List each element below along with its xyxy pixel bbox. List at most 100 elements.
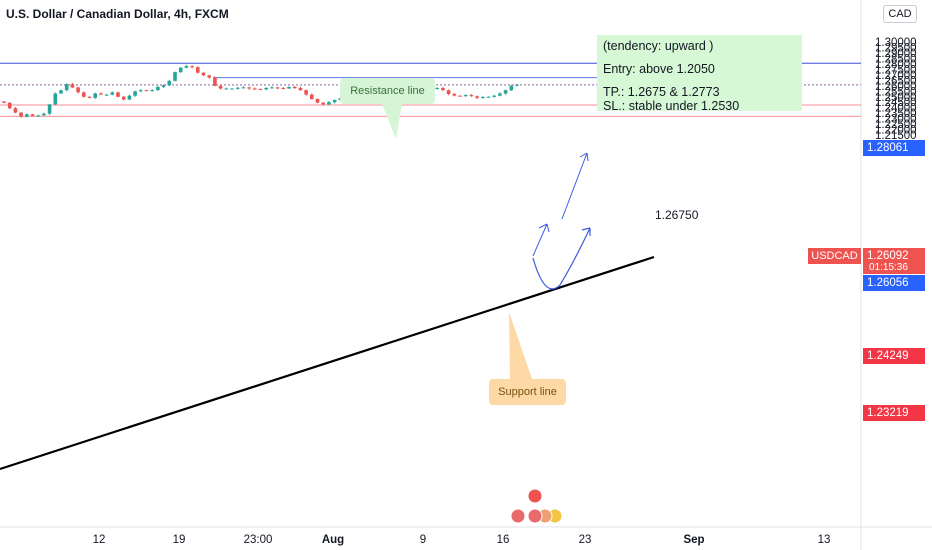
candle-body (515, 84, 519, 86)
candle-body (156, 86, 160, 91)
candle-body (503, 90, 508, 94)
candle-body (30, 114, 35, 116)
x-tick-label: 19 (173, 534, 186, 546)
candle-body (110, 92, 115, 95)
note-entry: Entry: above 1.2050 (603, 62, 715, 76)
candle-body (492, 95, 496, 97)
candle-body (258, 89, 263, 91)
candle-body (184, 66, 189, 68)
candle-body (321, 102, 325, 105)
candle-body (509, 85, 514, 91)
candle-body (230, 88, 234, 90)
candle-body (139, 90, 143, 92)
candle-body (87, 96, 92, 98)
projection-arrow (561, 152, 589, 220)
candle-body (93, 93, 97, 98)
candle-body (2, 101, 6, 103)
x-tick-label: Sep (683, 534, 704, 546)
trend-support-line (0, 255, 655, 471)
take-profit-level-label: 1.26750 (655, 208, 699, 222)
support-callout[interactable]: Support line (489, 379, 566, 405)
candle-body (247, 87, 251, 89)
canada-flag-icon (527, 488, 543, 504)
x-tick-label: 23:00 (244, 534, 273, 546)
crosshair-price-tag: 1.26056 (863, 275, 925, 291)
candle-body (82, 92, 86, 97)
candle-body (315, 98, 320, 103)
y-tick-label: 1.27500 (875, 64, 917, 76)
current-price-tag: 1.26092 (863, 248, 925, 264)
y-tick-label: 1.28500 (875, 53, 917, 65)
candle-body (7, 102, 12, 109)
candle-body (196, 67, 200, 73)
candle-body (207, 75, 211, 78)
x-tick-label: 12 (93, 534, 106, 546)
us-flag-icon (510, 508, 526, 524)
y-tick-label: 1.24000 (875, 103, 917, 115)
note-stop-loss: SL.: stable under 1.2530 (603, 99, 740, 113)
projection-arrow (532, 223, 550, 257)
candle-body (213, 77, 217, 86)
candle-body (218, 85, 223, 89)
projection-curve (532, 227, 591, 290)
candle-body (99, 93, 103, 95)
note-tendency: (tendency: upward ) (603, 39, 714, 53)
x-tick-label: 16 (497, 534, 510, 546)
candle-body (59, 90, 63, 94)
candle-body (201, 72, 206, 76)
bar-countdown-tag: 01:15:36 (863, 262, 925, 274)
y-tick-label: 1.26500 (875, 75, 917, 87)
candle-body (42, 113, 46, 116)
candle-body (498, 93, 502, 96)
y-tick-label: 1.28000 (875, 59, 917, 71)
candle-body (36, 115, 40, 117)
candle-body (235, 87, 240, 89)
candle-body (76, 87, 80, 93)
candle-body (104, 94, 109, 96)
y-tick-label: 1.23500 (875, 108, 917, 120)
y-tick-label: 1.21500 (875, 130, 917, 142)
trade-note[interactable]: (tendency: upward ) Entry: above 1.2050 … (597, 35, 802, 113)
lower-support-price-tag: 1.23219 (863, 405, 925, 421)
candle-body (70, 84, 75, 88)
x-tick-label: 9 (420, 534, 426, 546)
candle-body (446, 90, 451, 94)
candle-body (264, 88, 268, 90)
candle-body (435, 88, 439, 89)
candle-body (475, 96, 479, 98)
candle-body (281, 88, 286, 89)
candle-body (310, 94, 314, 99)
candle-body (190, 66, 194, 68)
candle-body (121, 96, 126, 100)
y-tick-label: 1.22000 (875, 125, 917, 137)
candle-body (287, 86, 291, 89)
x-tick-label: 13 (818, 534, 831, 546)
candle-body (25, 114, 29, 117)
candle-body (64, 84, 69, 91)
candle-body (19, 112, 23, 117)
candle-body (304, 90, 308, 95)
candle-body (53, 93, 58, 105)
y-tick-label: 1.27000 (875, 70, 917, 82)
y-tick-label: 1.29000 (875, 48, 917, 60)
candle-body (441, 88, 445, 91)
candle-body (327, 102, 331, 105)
candle-body (150, 90, 154, 92)
candle-body (241, 87, 246, 89)
y-tick-label: 1.22500 (875, 119, 917, 131)
candle-body (458, 95, 462, 97)
candle-body (13, 108, 18, 113)
currency-badge[interactable]: CAD (883, 5, 917, 23)
candle-body (116, 92, 120, 97)
resistance-callout[interactable]: Resistance line (340, 78, 435, 104)
candle-body (292, 86, 297, 88)
candle-body (275, 87, 280, 89)
support-pointer (509, 312, 532, 379)
candle-body (224, 88, 229, 90)
y-tick-label: 1.30000 (875, 37, 917, 49)
candle-body (173, 72, 177, 81)
candle-body (144, 90, 149, 92)
candle-body (133, 91, 137, 96)
candle-body (167, 80, 172, 86)
candle-body (298, 88, 303, 91)
